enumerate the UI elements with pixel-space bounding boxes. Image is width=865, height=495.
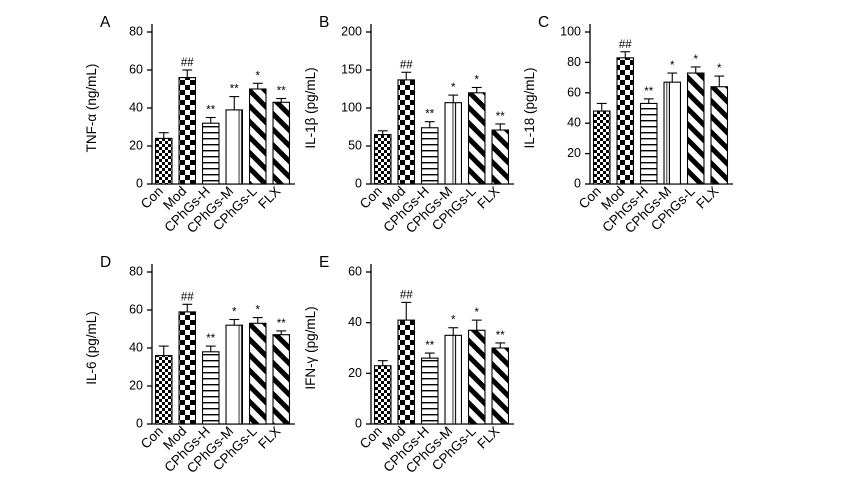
svg-text:40: 40 xyxy=(129,101,143,115)
svg-text:0: 0 xyxy=(136,177,143,191)
svg-text:##: ## xyxy=(400,59,413,71)
svg-text:100: 100 xyxy=(560,25,581,39)
svg-text:*: * xyxy=(232,307,237,319)
svg-text:IL-1β (pg/mL): IL-1β (pg/mL) xyxy=(303,67,318,148)
svg-text:**: ** xyxy=(206,105,215,117)
svg-text:20: 20 xyxy=(348,366,362,380)
svg-text:##: ## xyxy=(400,289,413,301)
svg-text:IL-18 (pg/mL): IL-18 (pg/mL) xyxy=(522,67,537,148)
svg-text:80: 80 xyxy=(567,55,581,69)
svg-text:40: 40 xyxy=(567,116,581,130)
svg-text:**: ** xyxy=(206,333,215,345)
svg-text:100: 100 xyxy=(341,101,362,115)
svg-text:C: C xyxy=(538,14,549,31)
svg-text:0: 0 xyxy=(355,417,362,431)
svg-text:**: ** xyxy=(496,111,505,123)
svg-text:IL-6 (pg/mL): IL-6 (pg/mL) xyxy=(84,311,99,385)
svg-text:TNF-α (ng/mL): TNF-α (ng/mL) xyxy=(84,64,99,153)
svg-text:**: ** xyxy=(425,340,434,352)
svg-text:*: * xyxy=(475,307,480,319)
svg-text:IFN-γ (pg/mL): IFN-γ (pg/mL) xyxy=(303,306,318,389)
svg-text:**: ** xyxy=(496,330,505,342)
svg-text:40: 40 xyxy=(129,341,143,355)
svg-text:*: * xyxy=(670,60,675,72)
svg-text:80: 80 xyxy=(129,265,143,279)
svg-text:**: ** xyxy=(230,84,239,96)
svg-text:**: ** xyxy=(644,86,653,98)
svg-text:0: 0 xyxy=(355,177,362,191)
svg-text:**: ** xyxy=(277,86,286,98)
svg-text:**: ** xyxy=(425,109,434,121)
svg-text:200: 200 xyxy=(341,25,362,39)
svg-text:0: 0 xyxy=(574,177,581,191)
svg-text:0: 0 xyxy=(136,417,143,431)
svg-text:40: 40 xyxy=(348,315,362,329)
svg-text:*: * xyxy=(694,54,699,66)
svg-text:60: 60 xyxy=(348,265,362,279)
svg-text:150: 150 xyxy=(341,63,362,77)
svg-text:E: E xyxy=(319,254,329,271)
svg-text:A: A xyxy=(100,14,111,31)
svg-text:*: * xyxy=(451,82,456,94)
svg-text:B: B xyxy=(319,14,329,31)
svg-text:*: * xyxy=(256,70,261,82)
svg-text:##: ## xyxy=(619,39,632,51)
svg-text:20: 20 xyxy=(567,146,581,160)
svg-text:##: ## xyxy=(181,291,194,303)
svg-text:**: ** xyxy=(277,318,286,330)
svg-text:*: * xyxy=(451,315,456,327)
svg-text:50: 50 xyxy=(348,139,362,153)
svg-text:##: ## xyxy=(181,57,194,69)
svg-text:*: * xyxy=(256,305,261,317)
svg-text:60: 60 xyxy=(567,85,581,99)
svg-text:*: * xyxy=(717,63,722,75)
svg-text:20: 20 xyxy=(129,139,143,153)
svg-text:60: 60 xyxy=(129,303,143,317)
svg-text:*: * xyxy=(475,74,480,86)
svg-text:60: 60 xyxy=(129,63,143,77)
svg-text:D: D xyxy=(100,254,111,271)
svg-text:20: 20 xyxy=(129,379,143,393)
svg-text:80: 80 xyxy=(129,25,143,39)
